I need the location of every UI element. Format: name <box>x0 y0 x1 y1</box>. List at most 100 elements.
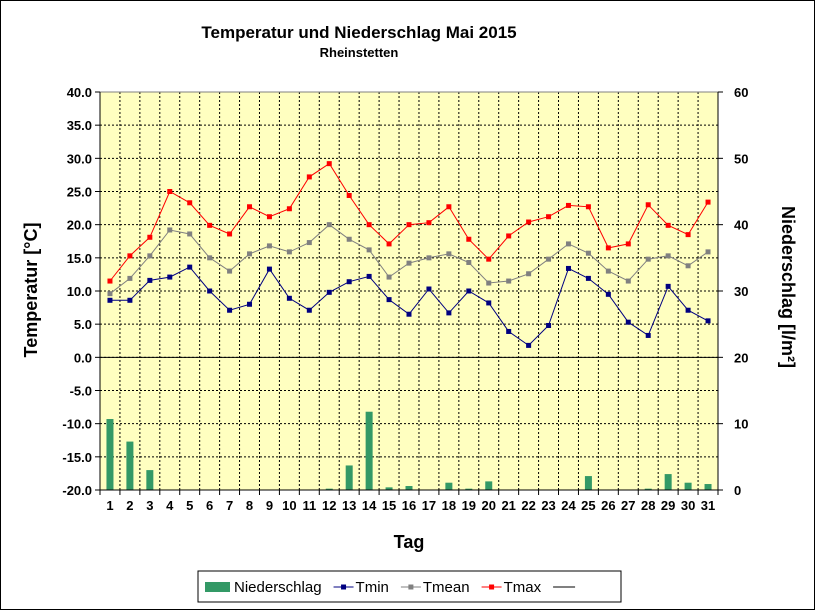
x-tick-label: 27 <box>621 498 635 513</box>
y-tick-label: 40.0 <box>67 85 92 100</box>
x-tick-label: 9 <box>266 498 273 513</box>
precipitation-bar <box>704 484 712 490</box>
legend-label-tmax: Tmax <box>504 579 542 596</box>
y2-tick-label: 40 <box>734 218 748 233</box>
data-point-tmean <box>506 278 512 284</box>
data-point-tmean <box>366 247 372 253</box>
data-point-tmin <box>526 342 532 348</box>
legend: Niederschlag Tmin Tmean Tmax <box>197 570 622 603</box>
data-point-tmin <box>127 297 133 303</box>
x-tick-label: 23 <box>541 498 555 513</box>
precipitation-bar <box>106 419 114 490</box>
data-point-tmean <box>286 249 292 255</box>
x-tick-label: 11 <box>302 498 316 513</box>
precipitation-bar <box>126 441 134 490</box>
precipitation-bar <box>325 488 333 490</box>
y2-tick-label: 0 <box>734 483 741 498</box>
x-axis-ticks: 1 2 3 4 5 6 7 8 9 10 11 12 13 14 15 16 17 18 19 20 21 22 23 24 2… <box>99 490 719 513</box>
y-tick-label: 30.0 <box>67 151 92 166</box>
y-axis-label: Temperatur [°C] <box>21 223 41 358</box>
data-point-tmin <box>406 311 412 317</box>
data-point-tmin <box>486 300 492 306</box>
legend-label-tmean: Tmean <box>423 579 470 596</box>
data-point-tmin <box>247 301 253 307</box>
data-point-tmax <box>486 256 492 262</box>
y-tick-label: 15.0 <box>67 251 92 266</box>
data-point-tmean <box>546 256 552 262</box>
data-point-tmin <box>266 266 272 272</box>
data-point-tmax <box>386 241 392 247</box>
data-point-tmean <box>227 268 233 274</box>
data-point-tmin <box>685 307 691 313</box>
x-tick-label: 22 <box>521 498 535 513</box>
data-point-tmean <box>486 280 492 286</box>
y-tick-label: -20.0 <box>62 483 92 498</box>
data-point-tmin <box>147 277 153 283</box>
data-point-tmax <box>306 174 312 180</box>
data-point-tmax <box>625 241 631 247</box>
precipitation-bar <box>684 482 692 490</box>
data-point-tmin <box>506 328 512 334</box>
data-point-tmax <box>426 220 432 226</box>
data-point-tmean <box>605 268 611 274</box>
y-tick-label: 35.0 <box>67 118 92 133</box>
data-point-tmean <box>665 253 671 259</box>
y2-tick-label: 50 <box>734 151 748 166</box>
data-point-tmean <box>386 274 392 280</box>
y2-tick-label: 30 <box>734 284 748 299</box>
x-tick-label: 16 <box>402 498 416 513</box>
x-tick-label: 29 <box>661 498 675 513</box>
legend-swatch-niederschlag <box>205 582 230 592</box>
data-point-tmax <box>605 245 611 251</box>
data-point-tmax <box>247 204 253 210</box>
data-point-tmean <box>107 291 113 297</box>
data-point-tmean <box>207 255 213 261</box>
y2-axis-ticks: 60 50 40 30 20 10 0 <box>718 85 748 498</box>
y2-tick-label: 60 <box>734 85 748 100</box>
data-point-tmax <box>167 189 173 194</box>
data-point-tmax <box>506 233 512 239</box>
temperature-lines <box>107 161 711 348</box>
x-tick-label: 8 <box>246 498 253 513</box>
x-tick-label: 6 <box>206 498 213 513</box>
data-point-tmin <box>346 279 352 285</box>
data-point-tmean <box>187 231 193 237</box>
data-point-tmin <box>306 307 312 313</box>
data-point-tmean <box>127 275 133 281</box>
data-point-tmean <box>247 251 253 257</box>
data-point-tmax <box>526 219 532 225</box>
data-point-tmax <box>565 202 571 208</box>
data-point-tmin <box>187 264 193 270</box>
data-point-tmean <box>645 256 651 262</box>
data-point-tmean <box>585 250 591 256</box>
data-point-tmean <box>426 255 432 261</box>
data-point-tmin <box>227 307 233 313</box>
data-point-tmean <box>526 271 532 277</box>
data-point-tmin <box>585 275 591 281</box>
data-point-tmax <box>366 222 372 228</box>
data-point-tmin <box>167 274 173 280</box>
data-point-tmax <box>207 222 213 228</box>
precipitation-bar <box>146 470 154 490</box>
data-point-tmin <box>426 286 432 292</box>
x-tick-label: 19 <box>462 498 476 513</box>
x-axis-label: Tag <box>394 532 425 552</box>
precipitation-bar <box>465 488 473 490</box>
data-point-tmax <box>466 236 472 242</box>
data-point-tmin <box>446 310 452 316</box>
precipitation-bar <box>345 465 353 490</box>
data-point-tmax <box>446 204 452 210</box>
data-point-tmin <box>366 273 372 279</box>
data-point-tmean <box>167 227 173 233</box>
data-point-tmax <box>585 204 591 210</box>
y2-axis-label: Niederschlag [l/m²] <box>778 206 798 368</box>
data-point-tmean <box>306 240 312 246</box>
legend-marker-tmin <box>341 584 347 590</box>
data-point-tmean <box>326 222 332 228</box>
precipitation-bar <box>445 482 453 490</box>
x-tick-label: 5 <box>186 498 193 513</box>
y-axis-ticks: 40.0 35.0 30.0 25.0 20.0 15.0 10.0 5.0 0.0 -5.0 -1… <box>62 85 100 498</box>
x-tick-label: 12 <box>322 498 336 513</box>
x-tick-label: 26 <box>601 498 615 513</box>
